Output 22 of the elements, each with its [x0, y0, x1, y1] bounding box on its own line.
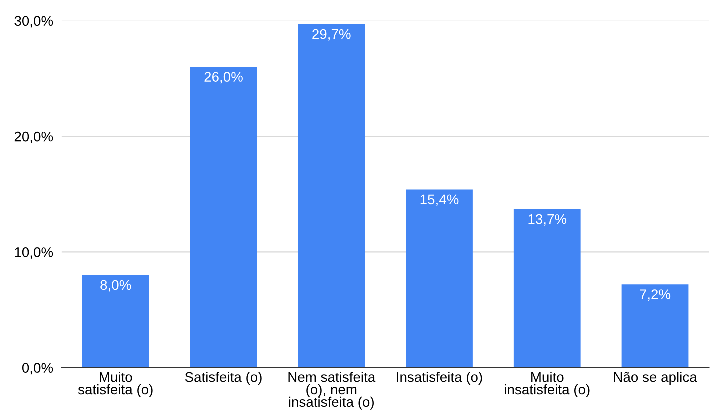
y-tick-label: 0,0% [22, 363, 54, 375]
x-tick-label: Muito insatisfeita (o) [505, 372, 590, 398]
bar [406, 190, 473, 368]
x-tick-label: Não se aplica [614, 372, 698, 385]
bar [82, 275, 150, 368]
data-label: 7,2% [640, 290, 671, 302]
bar [298, 24, 366, 368]
x-tick-label: Satisfeita (o) [185, 372, 262, 385]
y-tick-label: 20,0% [14, 132, 54, 144]
data-label: 13,7% [528, 214, 567, 226]
y-tick-label: 10,0% [15, 248, 54, 260]
data-label: 8,0% [100, 280, 132, 292]
x-tick-label: Nem satisfeita (o), nem insatisfeita (o) [288, 372, 376, 410]
bar [622, 284, 689, 368]
bar [514, 209, 581, 368]
data-label: 26,0% [204, 72, 243, 84]
data-label: 15,4% [420, 194, 459, 206]
bar [190, 67, 258, 368]
data-label: 29,7% [312, 29, 351, 41]
x-tick-label: Muito satisfeita (o) [78, 372, 153, 398]
x-tick-label: Insatisfeita (o) [397, 372, 482, 385]
y-tick-label: 30,0% [14, 16, 54, 28]
